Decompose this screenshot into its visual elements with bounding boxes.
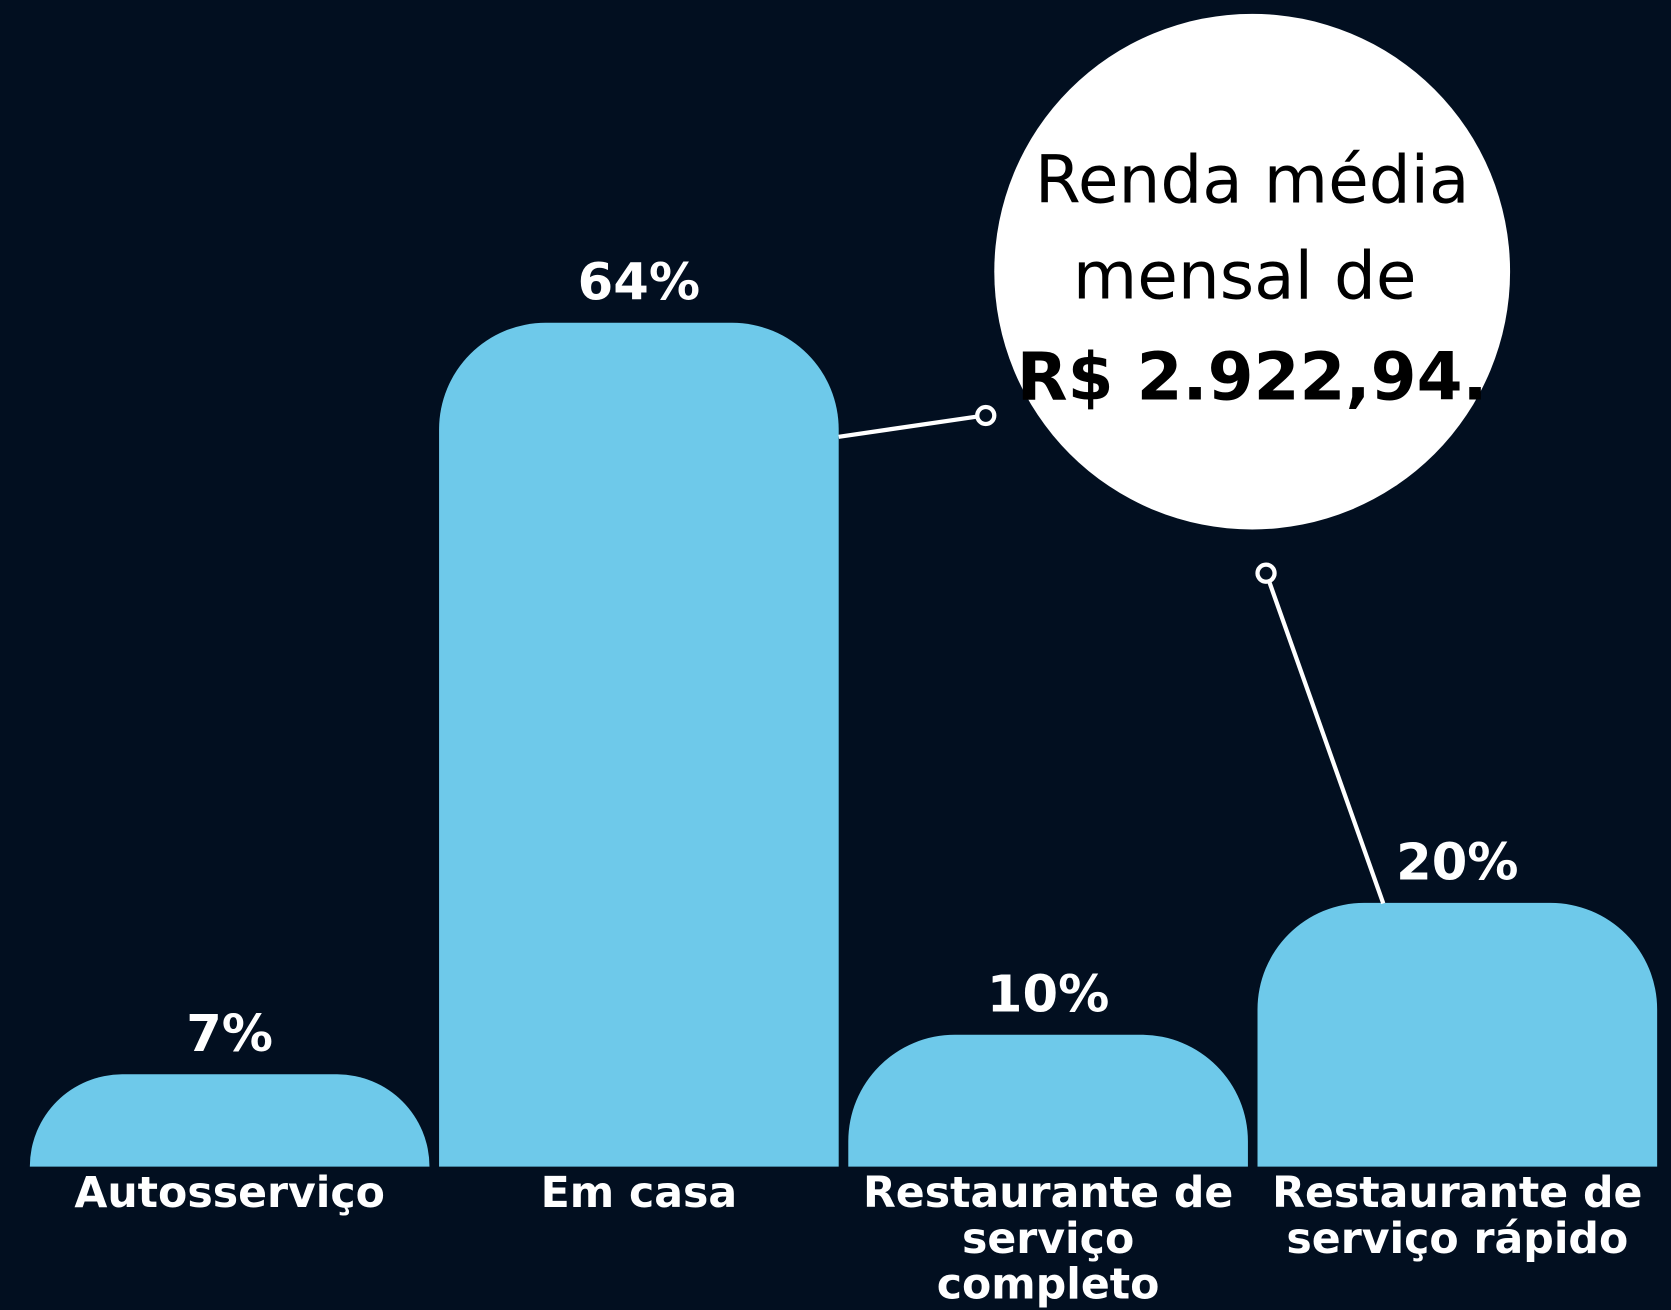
connectors bbox=[838, 404, 1386, 905]
page: 20% 10% 64% 7% Renda média mensal de R$ 2.9… bbox=[29, 13, 1658, 1309]
x-tick-label: Restaurante de serviço rápido bbox=[1272, 1168, 1643, 1264]
bar bbox=[1257, 902, 1658, 1167]
bar bbox=[439, 322, 839, 1167]
x-tick-label: Autosserviço bbox=[74, 1168, 385, 1218]
connector-line bbox=[1267, 580, 1386, 905]
value-label: 7% bbox=[186, 1005, 273, 1064]
annotation-line: R$ 2.922,94. bbox=[1017, 339, 1488, 416]
annotation-circle bbox=[994, 13, 1511, 530]
annotation-line: mensal de bbox=[1073, 237, 1417, 314]
bar bbox=[848, 1034, 1248, 1167]
value-label: 20% bbox=[1396, 833, 1518, 892]
chart-svg: 20% 10% 64% 7% Renda média mensal de R$ 2.9… bbox=[29, 13, 1658, 1167]
bar bbox=[29, 1074, 430, 1167]
annotation-line: Renda média bbox=[1035, 141, 1470, 218]
value-label: 64% bbox=[578, 253, 700, 312]
x-tick-label: Restaurante de serviço completo bbox=[862, 1168, 1234, 1310]
value-label: 10% bbox=[987, 965, 1109, 1024]
connector-dot bbox=[975, 404, 997, 427]
connector-dot bbox=[1255, 562, 1277, 584]
x-tick-label: Em casa bbox=[540, 1168, 738, 1218]
connector-line bbox=[838, 414, 978, 439]
chart: 20% 10% 64% 7% Renda média mensal de R$ 2.9… bbox=[29, 13, 1658, 1308]
